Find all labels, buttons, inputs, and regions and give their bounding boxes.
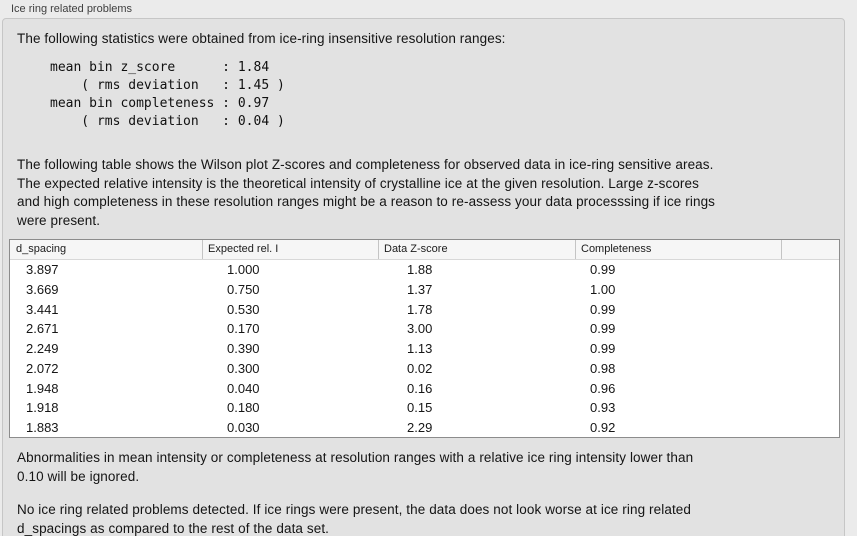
cell-completeness: 0.99 <box>590 262 616 277</box>
cell-spacer <box>781 359 839 379</box>
cell-data-z-score: 1.37 <box>407 281 433 297</box>
cell-data-z-score: 1.13 <box>407 341 433 356</box>
table-row[interactable]: 3.669 0.750 1.37 1.00 <box>10 280 839 300</box>
cell-expected-rel-i: 1.000 <box>227 262 260 277</box>
cell-data-z-score: 2.29 <box>407 420 433 435</box>
cell-data-z-score: 3.00 <box>407 321 433 337</box>
cell-completeness: 0.99 <box>590 321 616 337</box>
cell-expected-rel-i: 0.030 <box>227 420 260 435</box>
cell-spacer <box>781 300 839 320</box>
stats-block: mean bin z_score : 1.84 ( rms deviation … <box>50 60 285 129</box>
table-row[interactable]: 1.883 0.030 2.29 0.92 <box>10 418 839 437</box>
cell-spacer <box>781 418 839 437</box>
table-row[interactable]: 3.441 0.530 1.78 0.99 <box>10 300 839 320</box>
cell-d-spacing: 1.918 <box>26 400 59 416</box>
table-row[interactable]: 1.948 0.040 0.16 0.96 <box>10 379 839 399</box>
cell-data-z-score: 1.78 <box>407 301 433 317</box>
cell-d-spacing: 2.671 <box>26 321 59 337</box>
cell-spacer <box>781 319 839 339</box>
cell-completeness: 0.92 <box>590 420 616 435</box>
cell-spacer <box>781 339 839 359</box>
cell-expected-rel-i: 0.300 <box>227 360 260 376</box>
table-description-paragraph: The following table shows the Wilson plo… <box>17 157 716 229</box>
cell-completeness: 1.00 <box>590 281 616 297</box>
conclusion-paragraph: No ice ring related problems detected. I… <box>17 502 692 536</box>
header-spacer <box>781 240 839 259</box>
cell-expected-rel-i: 0.750 <box>227 281 260 297</box>
cell-spacer <box>781 280 839 300</box>
table-row[interactable]: 2.249 0.390 1.13 0.99 <box>10 339 839 359</box>
cell-completeness: 0.99 <box>590 301 616 317</box>
header-d-spacing[interactable]: d_spacing <box>16 243 67 255</box>
table-row[interactable]: 3.897 1.000 1.88 0.99 <box>10 260 839 280</box>
cell-d-spacing: 2.072 <box>26 360 59 376</box>
table-row[interactable]: 2.671 0.170 3.00 0.99 <box>10 319 839 339</box>
cell-completeness: 0.98 <box>590 360 616 376</box>
table-header-row: d_spacing Expected rel. I Data Z-score C… <box>10 240 839 260</box>
cell-completeness: 0.96 <box>590 380 616 396</box>
cell-data-z-score: 0.15 <box>407 400 433 416</box>
cell-data-z-score: 1.88 <box>407 262 433 277</box>
cell-d-spacing: 1.948 <box>26 380 59 396</box>
table-row[interactable]: 2.072 0.300 0.02 0.98 <box>10 359 839 379</box>
ice-ring-table: d_spacing Expected rel. I Data Z-score C… <box>9 239 840 438</box>
cell-completeness: 0.99 <box>590 341 616 356</box>
table-row[interactable]: 1.918 0.180 0.15 0.93 <box>10 398 839 418</box>
cell-expected-rel-i: 0.180 <box>227 400 260 416</box>
cell-expected-rel-i: 0.530 <box>227 301 260 317</box>
header-completeness[interactable]: Completeness <box>575 240 781 259</box>
cell-d-spacing: 3.441 <box>26 301 59 317</box>
table-body: 3.897 1.000 1.88 0.99 3.669 0.750 1.37 1… <box>10 260 839 437</box>
cell-expected-rel-i: 0.390 <box>227 341 260 356</box>
cell-spacer <box>781 379 839 399</box>
cell-d-spacing: 2.249 <box>26 341 59 356</box>
cell-spacer <box>781 398 839 418</box>
cell-data-z-score: 0.02 <box>407 360 433 376</box>
groupbox-label: Ice ring related problems <box>11 3 133 15</box>
cell-d-spacing: 3.897 <box>26 262 59 277</box>
cell-completeness: 0.93 <box>590 400 616 416</box>
header-expected-rel-i[interactable]: Expected rel. I <box>202 240 378 259</box>
intro-paragraph: The following statistics were obtained f… <box>17 31 506 46</box>
header-data-z-score[interactable]: Data Z-score <box>378 240 575 259</box>
cell-expected-rel-i: 0.170 <box>227 321 260 337</box>
cell-d-spacing: 1.883 <box>26 420 59 435</box>
ice-ring-panel: The following statistics were obtained f… <box>2 18 845 536</box>
cell-data-z-score: 0.16 <box>407 380 433 396</box>
ignore-note-paragraph: Abnormalities in mean intensity or compl… <box>17 450 694 484</box>
cell-d-spacing: 3.669 <box>26 281 59 297</box>
cell-expected-rel-i: 0.040 <box>227 380 260 396</box>
cell-spacer <box>781 260 839 280</box>
